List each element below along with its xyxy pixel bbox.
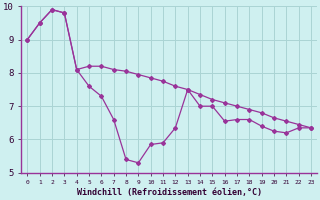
X-axis label: Windchill (Refroidissement éolien,°C): Windchill (Refroidissement éolien,°C)	[77, 188, 262, 197]
